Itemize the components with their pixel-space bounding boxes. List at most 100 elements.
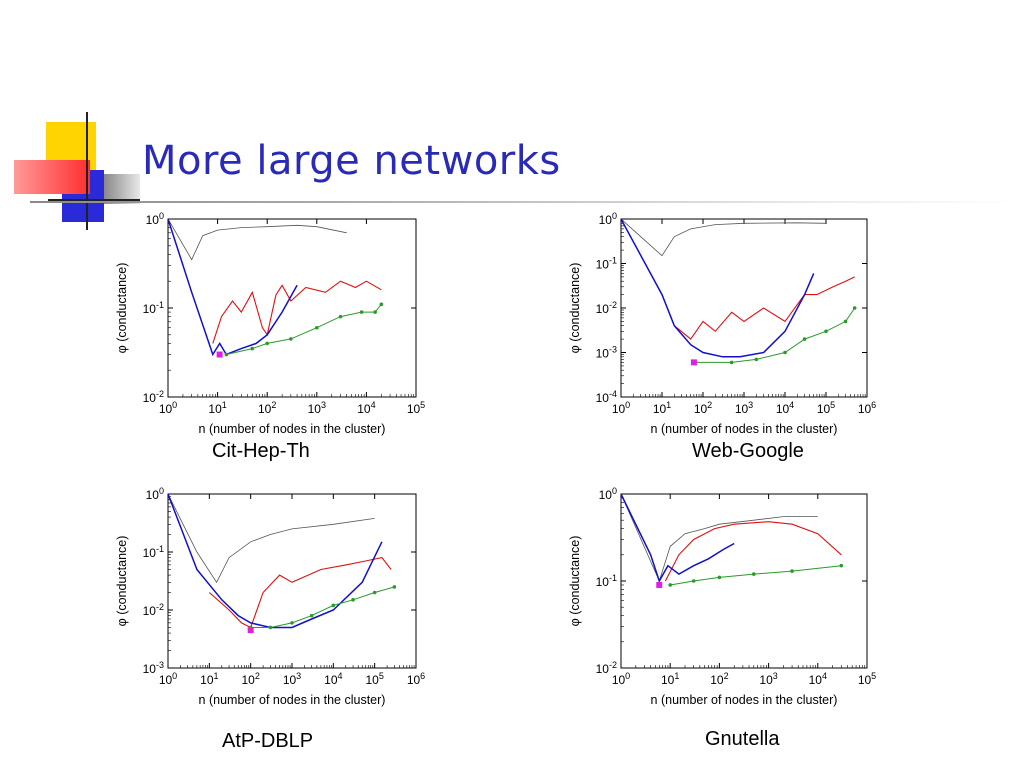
green-point	[691, 579, 696, 583]
green-point	[309, 613, 314, 618]
green-point	[729, 360, 734, 365]
x-tick-label: 105	[817, 400, 835, 416]
green-point	[392, 585, 397, 589]
green-point	[351, 597, 355, 602]
x-tick-label: 106	[407, 671, 425, 687]
red-series-line	[664, 521, 842, 582]
x-axis-label: n (number of nodes in the cluster)	[199, 422, 386, 436]
x-tick-label: 104	[809, 671, 827, 687]
plot-frame	[620, 493, 868, 669]
x-tick-label: 100	[159, 671, 177, 687]
plot-frame	[167, 493, 417, 669]
green-point	[802, 337, 807, 341]
green-point	[379, 302, 384, 307]
y-tick-label: 10-1	[143, 300, 164, 316]
green-point	[289, 337, 293, 341]
y-axis-label: φ (conductance)	[568, 263, 582, 354]
green-series-line	[250, 586, 395, 628]
green-point	[250, 346, 255, 351]
x-tick-label: 104	[357, 400, 375, 416]
y-tick-label: 10-3	[596, 345, 617, 361]
y-axis-label: φ (conductance)	[115, 263, 129, 354]
slide-title: More large networks	[142, 138, 561, 184]
x-tick-label: 105	[365, 671, 383, 687]
green-point	[668, 583, 672, 587]
green-point	[754, 357, 759, 362]
minimum-marker	[216, 351, 223, 358]
red-bar	[14, 160, 90, 194]
x-tick-label: 106	[858, 400, 876, 416]
green-point	[359, 310, 364, 314]
y-tick-label: 100	[599, 486, 617, 502]
x-tick-label: 105	[407, 400, 425, 416]
green-point	[372, 590, 377, 595]
gray-series-line	[621, 494, 818, 583]
plot-frame	[620, 218, 868, 398]
title-divider	[30, 201, 1024, 203]
green-point	[315, 325, 319, 330]
caption-web-google: Web-Google	[692, 440, 804, 462]
green-point	[852, 306, 857, 310]
x-tick-label: 101	[200, 671, 218, 687]
x-tick-label: 103	[735, 400, 753, 416]
y-tick-label: 10-1	[143, 544, 164, 560]
green-point	[783, 350, 787, 355]
red-series-line	[673, 276, 855, 340]
x-tick-label: 103	[283, 671, 301, 687]
y-tick-label: 10-1	[596, 573, 617, 589]
x-tick-label: 104	[324, 671, 342, 687]
x-axis-label: n (number of nodes in the cluster)	[651, 693, 838, 707]
green-point	[790, 569, 794, 573]
x-tick-label: 104	[776, 400, 794, 416]
x-tick-label: 101	[653, 400, 671, 416]
x-tick-label: 102	[710, 671, 728, 687]
x-tick-label: 102	[694, 400, 712, 416]
x-tick-label: 101	[661, 671, 679, 687]
y-tick-label: 10-2	[596, 300, 617, 316]
green-point	[751, 572, 756, 576]
x-tick-label: 102	[241, 671, 259, 687]
minimum-marker	[247, 627, 254, 634]
blue-series-line	[621, 219, 815, 358]
green-series-line	[670, 565, 842, 586]
chart-web-google: 100 101 102 103 104 105 10610-410-310-210-1100…	[568, 211, 876, 436]
green-point	[265, 341, 269, 346]
y-tick-label: 100	[146, 486, 164, 502]
y-tick-label: 100	[599, 211, 617, 227]
minimum-marker	[690, 359, 697, 366]
y-tick-label: 100	[146, 211, 164, 227]
blue-series-line	[168, 219, 298, 357]
y-tick-label: 10-1	[596, 256, 617, 272]
x-tick-label: 102	[258, 400, 276, 416]
x-tick-label: 100	[159, 400, 177, 416]
red-series-line	[212, 280, 382, 344]
red-series-line	[208, 556, 392, 629]
caption-gnutella: Gnutella	[705, 728, 780, 750]
green-point	[331, 603, 336, 608]
x-tick-label: 101	[208, 400, 226, 416]
green-point	[839, 563, 844, 568]
green-point	[268, 625, 273, 630]
gray-series-line	[168, 219, 347, 261]
green-point	[224, 352, 229, 357]
x-tick-label: 103	[308, 400, 326, 416]
gray-series-line	[168, 494, 375, 584]
green-point	[290, 621, 294, 625]
horizontal-line	[48, 199, 140, 201]
green-point	[373, 310, 377, 314]
green-point	[824, 329, 828, 334]
caption-atp-dblp: AtP-DBLP	[222, 730, 314, 752]
green-point	[338, 314, 343, 319]
gray-series-line	[621, 219, 827, 257]
green-point	[717, 575, 722, 580]
caption-cit-hep-th: Cit-Hep-Th	[212, 440, 310, 462]
x-tick-label: 100	[612, 671, 630, 687]
vertical-line	[86, 112, 88, 230]
y-tick-label: 10-2	[143, 602, 164, 618]
x-tick-label: 105	[858, 671, 876, 687]
y-axis-label: φ (conductance)	[115, 536, 129, 627]
x-axis-label: n (number of nodes in the cluster)	[199, 693, 386, 707]
